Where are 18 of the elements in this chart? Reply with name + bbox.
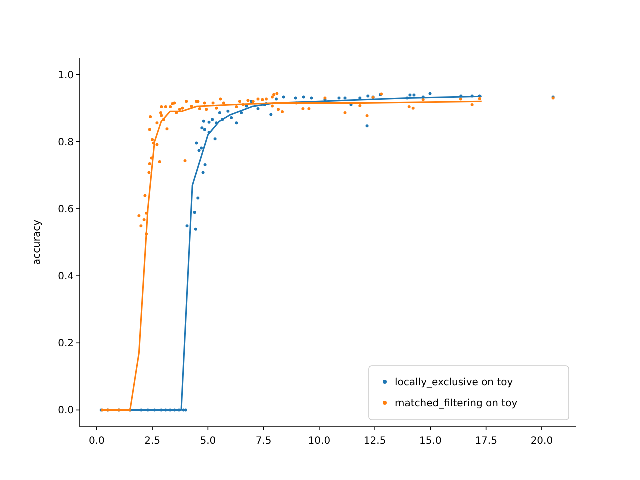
legend-label: locally_exclusive on toy [395, 378, 514, 388]
y-tick-label: 0.4 [58, 272, 74, 283]
legend-label: matched_filtering on toy [395, 398, 518, 410]
y-tick-label: 0.2 [58, 338, 74, 350]
y-axis-title: accuracy [32, 220, 43, 266]
x-tick-label: 17.5 [475, 436, 498, 447]
y-tick-label: 0.6 [58, 204, 74, 216]
x-tick-label: 20.0 [530, 436, 554, 447]
x-tick-label: 2.5 [144, 436, 160, 447]
x-tick-label: 5.0 [200, 436, 216, 447]
y-tick-label: 0.0 [58, 406, 74, 417]
x-tick-label: 15.0 [420, 436, 442, 447]
x-tick-label: 7.5 [256, 436, 272, 447]
y-tick-label: 0.8 [58, 137, 74, 148]
x-tick-label: 12.5 [364, 436, 386, 447]
x-tick-label: 0.0 [88, 436, 105, 447]
x-tick-label: 10.0 [308, 436, 331, 447]
y-tick-label: 1.0 [58, 70, 74, 82]
